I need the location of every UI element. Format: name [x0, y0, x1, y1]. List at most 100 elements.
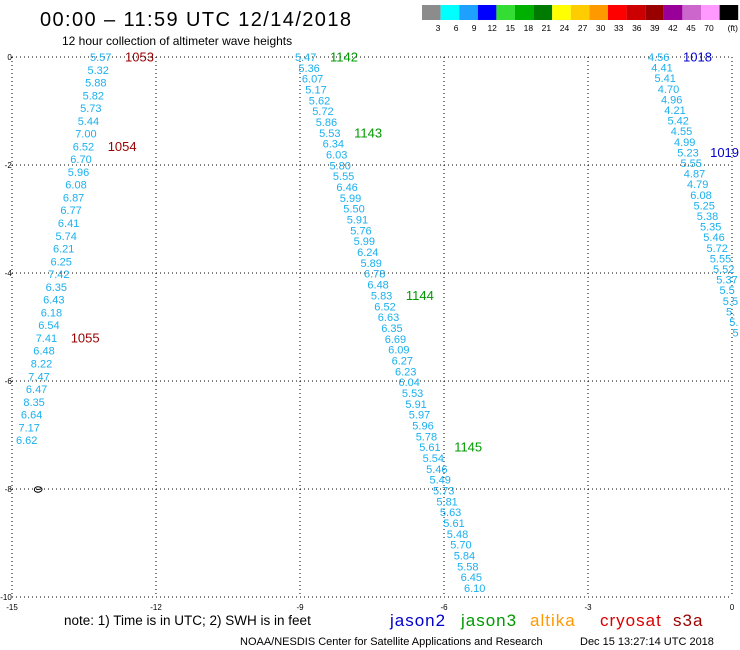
wave-height-value: 6.69 [385, 334, 406, 346]
satellite-legend-item: altika [530, 611, 576, 630]
wave-height-value: 5.81 [436, 496, 457, 508]
wave-height-value: 6.62 [16, 435, 37, 447]
wave-height-value: 4.70 [658, 84, 679, 96]
wave-height-value: 5.89 [361, 258, 382, 270]
wave-height-value: 6.41 [58, 218, 79, 230]
color-scale-label: 39 [650, 23, 660, 33]
wave-height-value: 5.82 [83, 90, 104, 102]
wave-height-value: 4.99 [674, 137, 695, 149]
wave-height-value: 5.50 [343, 204, 364, 216]
wave-height-value: 5.42 [668, 116, 689, 128]
color-scale-label: 9 [472, 23, 477, 33]
color-scale-label: 6 [454, 23, 459, 33]
color-scale-legend: 3 6 9 12 15 18 21 24 27 30 33 36 39 42 45 70 (ft) [422, 5, 739, 33]
wave-height-value: 7.41 [36, 333, 57, 345]
wave-height-value: 6.78 [364, 269, 385, 281]
wave-height-value: 6.47 [26, 384, 47, 396]
wave-height-value: 5.97 [409, 410, 430, 422]
color-scale-swatch [459, 5, 478, 20]
wave-height-value: 5.91 [347, 215, 368, 227]
wave-height-value: 5.61 [419, 442, 440, 454]
satellite-legend: jason2 jason3 altika cryosat s3a [389, 611, 702, 630]
wave-height-value: 6.63 [378, 312, 399, 324]
wave-height-value: 5.76 [350, 225, 371, 237]
wave-height-value: 5.96 [68, 167, 89, 179]
longitude-tick-label: -15 [6, 603, 18, 612]
longitude-tick-label: 0 [730, 603, 735, 612]
pass-time-label: 1054 [108, 139, 137, 154]
satellite-legend-item: cryosat [600, 611, 662, 630]
map-subtitle: 12 hour collection of altimeter wave hei… [62, 34, 292, 48]
wave-height-value: 6.08 [65, 180, 86, 192]
wave-height-value: 5.78 [416, 431, 437, 443]
wave-height-value: 6.64 [21, 410, 42, 422]
wave-height-value: 5.5 [720, 285, 735, 297]
pass-time-label: 1144 [406, 288, 434, 303]
color-scale-swatch [626, 5, 646, 20]
satellite-track: 5.575.325.885.825.735.447.006.526.705.96… [16, 50, 154, 448]
credit-text: NOAA/NESDIS Center for Satellite Applica… [240, 636, 543, 648]
wave-height-value: 5.83 [371, 290, 392, 302]
wave-height-value: 6.25 [51, 256, 72, 268]
wave-height-value: 5.52 [713, 264, 734, 276]
wave-height-value: 6.87 [63, 193, 84, 205]
wave-height-value: 5.36 [298, 63, 319, 75]
wave-height-value: 5.54 [423, 453, 444, 465]
wave-height-value: 6.24 [357, 247, 378, 259]
latitude-tick-label: -6 [5, 377, 13, 386]
wave-height-value: 4.96 [661, 94, 682, 106]
wave-height-value: 5.91 [405, 399, 426, 411]
color-scale-label: 27 [578, 23, 588, 33]
wave-height-value: 6.08 [690, 190, 711, 202]
color-scale-swatch [682, 5, 701, 20]
color-scale-swatch [477, 5, 497, 20]
wave-height-value: 6.46 [336, 182, 357, 194]
wave-height-value: 4.55 [671, 126, 692, 138]
latitude-tick-label: -2 [5, 161, 13, 170]
wave-height-value: 4.41 [651, 63, 672, 75]
latitude-tick-label: -10 [0, 593, 12, 602]
color-scale-swatch [645, 5, 664, 20]
wave-height-value: 5.23 [677, 147, 698, 159]
color-scale-swatch [608, 5, 627, 20]
wave-height-value: 5.62 [309, 95, 330, 107]
wave-height-value: 5 [733, 328, 739, 340]
wave-height-value: 5.37 [716, 275, 737, 287]
wave-height-value: 5.74 [56, 231, 77, 243]
wave-height-value: 5.70 [450, 540, 471, 552]
wave-height-value: 5.35 [700, 222, 721, 234]
wave-height-value: 6.10 [464, 583, 485, 595]
wave-height-value: 5.47 [295, 52, 316, 64]
satellite-legend-item: jason3 [460, 611, 517, 630]
wave-height-value: 6.48 [33, 346, 54, 358]
color-scale-label: 21 [542, 23, 552, 33]
wave-height-value: 5.55 [710, 253, 731, 265]
wave-height-value: 6.07 [302, 74, 323, 86]
wave-height-value: 5.46 [426, 464, 447, 476]
longitude-tick-label: -6 [440, 603, 448, 612]
wave-height-value: 5.96 [412, 421, 433, 433]
wave-height-value: 5.86 [316, 117, 337, 129]
color-scale-swatch [496, 5, 515, 20]
wave-height-value: 7.17 [19, 422, 40, 434]
longitude-tick-label: -9 [296, 603, 304, 612]
lat-lon-grid [11, 56, 733, 598]
color-scale-swatch [533, 5, 553, 20]
wave-height-value: 6.52 [374, 301, 395, 313]
wave-height-value: 5.17 [305, 85, 326, 97]
wave-height-value: 4.87 [684, 169, 705, 181]
map-title: 00:00 – 11:59 UTC 12/14/2018 [40, 9, 352, 31]
wave-height-value: 5.88 [85, 78, 106, 90]
wave-height-value: 8.35 [23, 397, 44, 409]
pass-time-label: 1018 [683, 50, 712, 65]
wave-height-value: 5.73 [80, 103, 101, 115]
wave-height-value: 5.48 [447, 529, 468, 541]
wave-height-value: 5. [726, 306, 735, 318]
wave-height-value: 6.34 [323, 139, 344, 151]
pass-time-label: 1055 [71, 331, 100, 346]
color-scale-swatch [422, 5, 441, 20]
generated-timestamp: Dec 15 13:27:14 UTC 2018 [580, 636, 714, 648]
color-scale-swatch [663, 5, 683, 20]
wave-height-value: 6.04 [399, 377, 420, 389]
